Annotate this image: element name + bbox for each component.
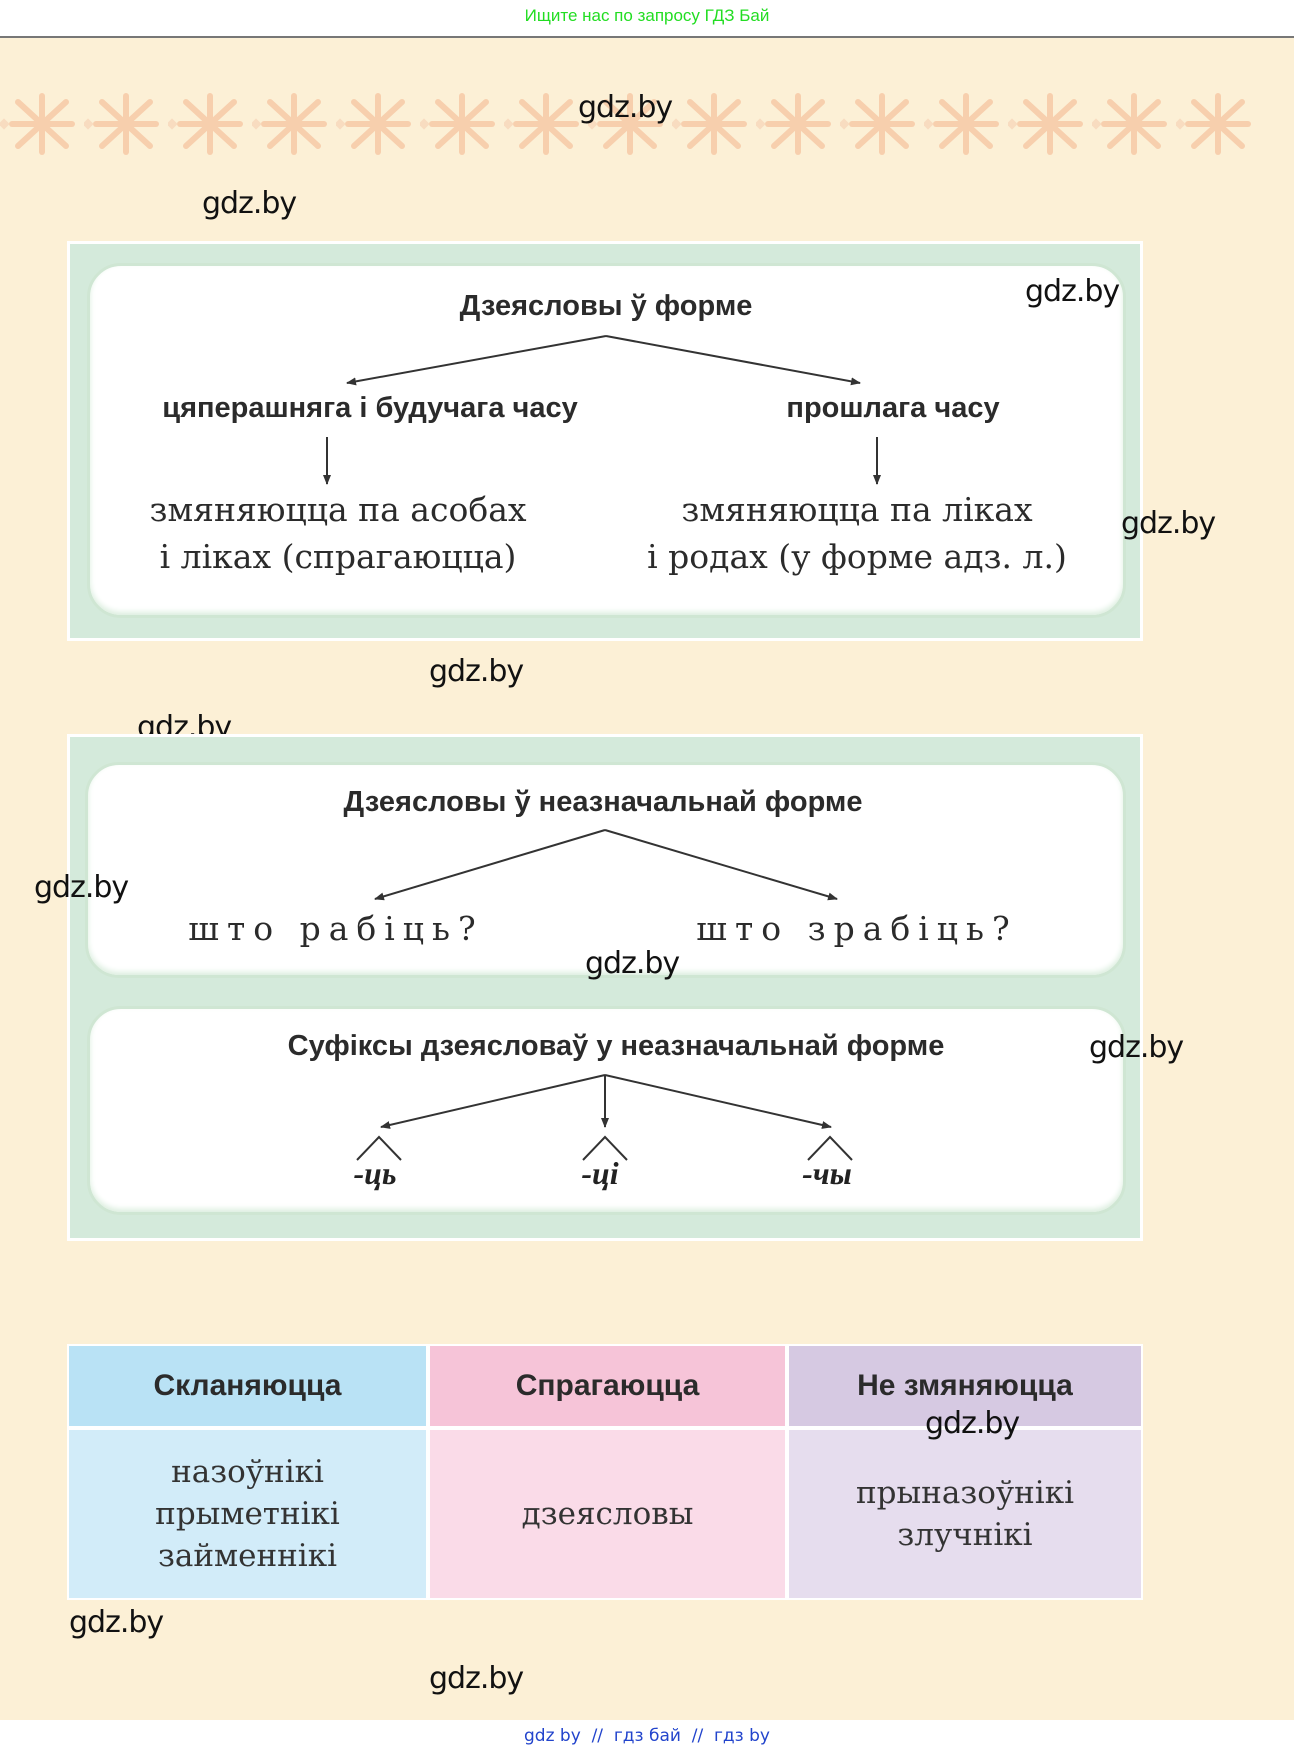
watermark: gdz.by xyxy=(585,946,680,981)
watermark: gdz.by xyxy=(925,1406,1020,1441)
footer: gdz by // гдз бай // гдз by xyxy=(0,1720,1294,1757)
table-cell: дзеясловы xyxy=(428,1428,787,1600)
watermark: gdz.by xyxy=(34,870,129,905)
past-result: змяняюцца па ліках і родах (у форме адз.… xyxy=(647,486,1067,580)
suffix-title: Суфіксы дзеясловаў у неазначальнай форме xyxy=(287,1030,945,1062)
suffix: -чы xyxy=(802,1155,852,1191)
table-header: Скланяюцца xyxy=(67,1344,428,1428)
table-header: Спрагаюцца xyxy=(428,1344,787,1428)
past-label: прошлага часу xyxy=(786,392,1000,424)
watermark: gdz.by xyxy=(202,186,297,221)
result-line: змяняюцца па ліках xyxy=(681,490,1033,529)
watermark: gdz.by xyxy=(69,1605,164,1640)
perfective-question: што зрабіць? xyxy=(696,909,1018,948)
watermark: gdz.by xyxy=(429,1661,524,1696)
ornament-band xyxy=(0,90,1260,158)
present-future-label: цяперашняга і будучага часу xyxy=(162,392,578,424)
cell-line: прыназоўнікі xyxy=(856,1475,1074,1511)
diagram1-title: Дзеясловы ў форме xyxy=(459,290,753,322)
result-line: і ліках (спрагаюцца) xyxy=(159,537,517,576)
watermark: gdz.by xyxy=(1025,274,1120,309)
table-cell: назоўнікі прыметнікі займеннікі xyxy=(67,1428,428,1600)
diagram2-title: Дзеясловы ў неазначальнай форме xyxy=(343,786,863,818)
cell-line: злучнікі xyxy=(897,1517,1033,1553)
cell-line: займеннікі xyxy=(157,1538,338,1574)
result-line: змяняюцца па асобах xyxy=(149,490,527,529)
cell-line: дзеясловы xyxy=(521,1496,694,1532)
watermark: gdz.by xyxy=(578,90,673,125)
word-class-table: Скланяюцца Спрагаюцца Не змяняюцца назоў… xyxy=(67,1344,1143,1600)
result-line: і родах (у форме адз. л.) xyxy=(647,537,1067,576)
suffix: -ці xyxy=(581,1155,619,1191)
suffix: -ць xyxy=(353,1155,397,1191)
table-header: Не змяняюцца xyxy=(787,1344,1143,1428)
footer-links[interactable]: gdz by // гдз бай // гдз by xyxy=(524,1726,770,1746)
table-cell: прыназоўнікі злучнікі xyxy=(787,1428,1143,1600)
watermark: gdz.by xyxy=(1121,506,1216,541)
watermark: gdz.by xyxy=(429,654,524,689)
cell-line: прыметнікі xyxy=(155,1496,340,1532)
search-hint: Ищите нас по запросу ГДЗ Бай xyxy=(524,6,770,25)
top-banner: Ищите нас по запросу ГДЗ Бай xyxy=(0,0,1294,38)
verb-tense-panel xyxy=(87,263,1126,618)
watermark: gdz.by xyxy=(1089,1030,1184,1065)
imperfective-question: што рабіць? xyxy=(188,909,484,948)
present-future-result: змяняюцца па асобах і ліках (спрагаюцца) xyxy=(150,486,527,580)
cell-line: назоўнікі xyxy=(171,1454,324,1490)
